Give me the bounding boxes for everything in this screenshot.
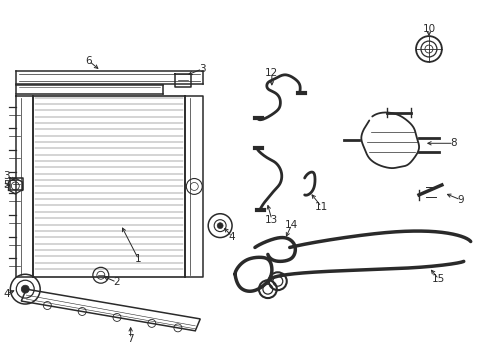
Text: 2: 2	[113, 277, 120, 287]
Text: 3: 3	[3, 171, 10, 181]
Text: 5: 5	[3, 180, 10, 190]
Text: 1: 1	[135, 255, 142, 264]
Circle shape	[217, 223, 223, 229]
Text: 3: 3	[199, 64, 205, 74]
Circle shape	[208, 214, 232, 238]
Text: 8: 8	[449, 138, 456, 148]
Text: 6: 6	[85, 56, 92, 66]
Text: 10: 10	[422, 24, 435, 34]
Text: 11: 11	[314, 202, 327, 212]
Circle shape	[415, 36, 441, 62]
Text: 13: 13	[264, 215, 278, 225]
Text: 12: 12	[264, 68, 278, 78]
Text: 14: 14	[285, 220, 298, 230]
Text: 7: 7	[127, 334, 134, 344]
Text: 9: 9	[456, 195, 463, 205]
Circle shape	[10, 274, 40, 304]
Circle shape	[21, 285, 29, 293]
Text: 4: 4	[3, 289, 10, 299]
Text: 4: 4	[228, 231, 235, 242]
Text: 15: 15	[431, 274, 445, 284]
Circle shape	[97, 271, 104, 279]
